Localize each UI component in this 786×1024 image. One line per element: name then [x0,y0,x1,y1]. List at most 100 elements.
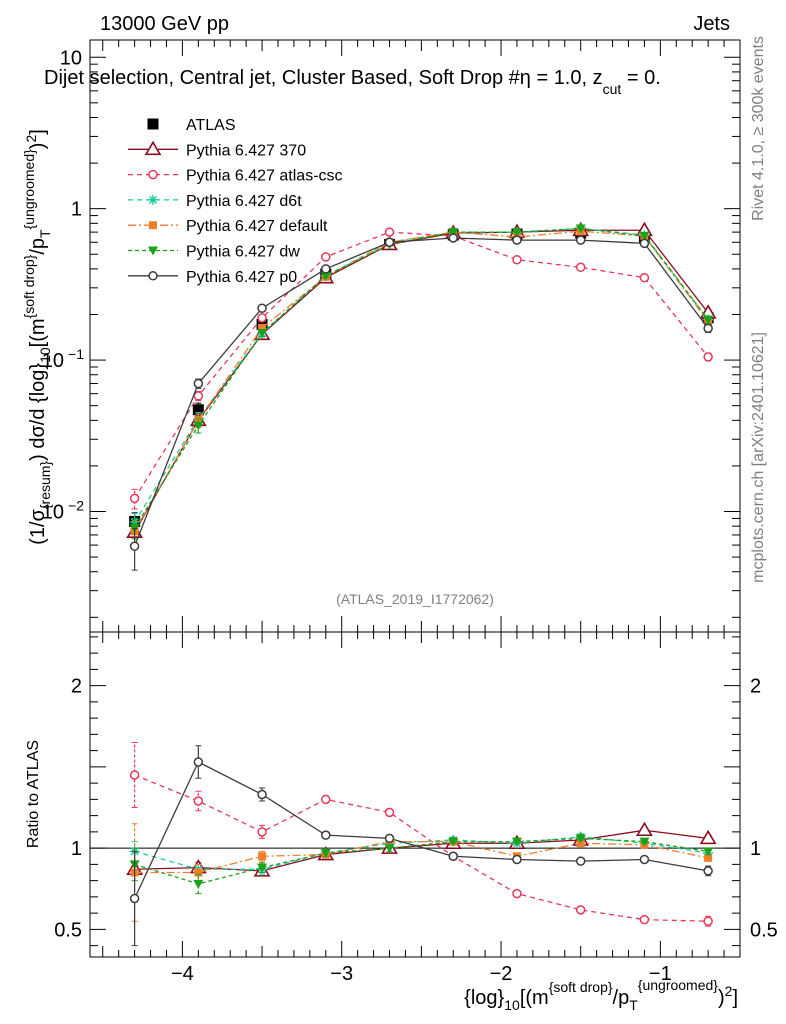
data-point [321,830,331,840]
series-line [134,237,709,547]
main-y-tick-exponent: −1 [68,346,84,362]
header-left-label: 13000 GeV pp [100,13,229,35]
data-point [575,235,586,245]
data-point [320,271,331,281]
data-point [448,228,459,238]
main-y-tick-label: 10 [60,47,82,69]
series-pythia-6-427-dw [129,834,714,895]
data-point [512,888,522,899]
data-point [384,833,395,844]
ratio-panel-frame [89,631,741,958]
main-y-tick-label: 1 [71,199,82,221]
series-line [134,227,709,523]
data-point [129,893,140,904]
data-point [448,851,458,861]
legend-marker [149,221,157,230]
data-point [257,827,267,837]
main-series-group [126,221,717,571]
legend-item: Pythia 6.427 p0 [128,269,297,286]
star-stroke [149,195,157,204]
legend-item: ATLAS [147,117,236,134]
legend-marker [148,169,158,180]
legend-marker [148,271,158,281]
main-y-tick-label: 10 [42,501,64,523]
legend-label: Pythia 6.427 d6t [186,193,302,210]
data-point [257,328,268,338]
data-point [448,233,458,243]
data-point [384,227,395,237]
legend-label: Pythia 6.427 p0 [186,269,297,286]
series-line [134,231,709,499]
data-point [639,837,650,847]
data-point [257,313,267,323]
x-axis: −4 −3 −2 −1 [102,40,725,985]
data-point [703,315,714,325]
data-point [448,837,459,847]
legend-marker [148,194,158,205]
ratio-y-axis: 0.5 0.5 1 1 2 2 [54,636,778,947]
series-line [134,840,709,874]
data-point [257,863,268,873]
data-point [575,834,586,844]
legend-item: Pythia 6.427 default [128,218,328,235]
data-point [321,264,331,274]
x-tick-label: −4 [171,963,194,985]
x-tick-label: −2 [490,963,513,985]
ratio-y-tick-label-right: 2 [750,676,761,698]
plot-title-sub: cut [603,81,622,97]
data-point [384,844,395,854]
data-point [639,238,650,249]
series-pythia-6-427-p0 [129,233,713,571]
main-y-tick-exponent: −2 [68,497,84,513]
data-point [639,231,650,241]
legend-label: Pythia 6.427 370 [186,142,306,159]
legend-item: Pythia 6.427 d6t [128,193,302,210]
series-line [134,227,709,529]
data-point [704,853,713,862]
ratio-y-tick-label-right: 1 [750,838,761,860]
main-y-axis-label: (1/σ{resum}) dσ/d {log}10[(m{soft drop}/… [21,129,53,545]
data-point [321,794,331,805]
data-point [575,262,586,273]
data-point [193,378,204,389]
series-pythia-6-427-atlas-csc [129,742,713,927]
series-line [134,837,709,885]
data-point [192,404,204,416]
data-point [703,323,713,334]
data-point [258,852,267,861]
data-point [193,879,204,889]
data-point [193,796,204,806]
data-point [320,849,331,858]
data-point [257,789,267,800]
legend-label: Pythia 6.427 atlas-csc [186,168,343,185]
data-point [512,235,522,245]
side-label-mcplots: mcplots.cern.ch [arXiv:2401.10621] [750,332,767,583]
data-point [129,541,140,551]
data-point [636,821,653,837]
data-point [321,252,331,262]
legend-item: Pythia 6.427 atlas-csc [128,168,343,185]
data-point [703,352,713,362]
data-point [129,493,140,504]
data-point [639,854,650,865]
data-point [257,303,267,313]
data-point [639,272,650,283]
ratio-y-tick-label-right: 0.5 [750,919,778,941]
data-point [512,854,522,865]
data-point [512,254,522,265]
plot-title-main: Dijet selection, Central jet, Cluster Ba… [44,67,603,89]
data-point [384,807,395,818]
main-y-tick-label: 10 [42,350,64,372]
legend-item: Pythia 6.427 370 [128,140,306,159]
data-point [384,237,395,248]
data-point [699,829,717,845]
legend-marker [144,140,162,156]
x-tick-label: −1 [649,963,672,985]
ratio-y-tick-label: 2 [71,676,82,698]
data-point [703,916,713,926]
legend: ATLAS Pythia 6.427 370 Pythia 6.427 atlas-… [128,117,343,286]
series-line [134,774,709,922]
ratio-y-axis-label: Ratio to ATLAS [25,740,42,848]
legend-marker [147,118,159,130]
